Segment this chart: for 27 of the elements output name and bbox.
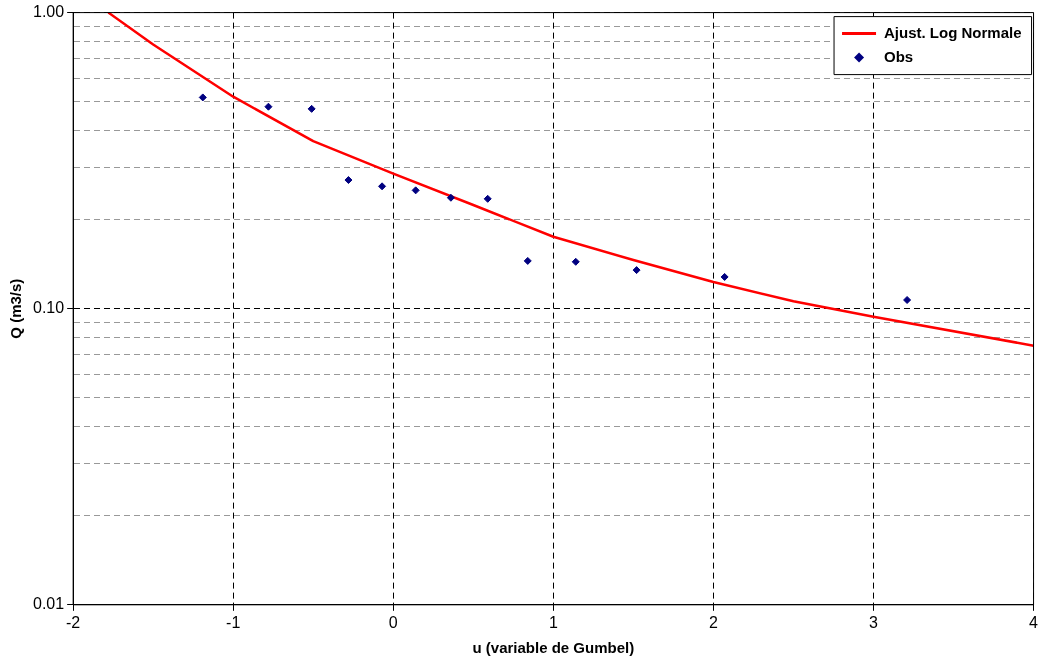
legend-label: Ajust. Log Normale	[884, 23, 1022, 41]
point	[344, 176, 353, 185]
legend-label: Obs	[884, 47, 914, 65]
y-axis-title: Q (m3/s)	[7, 278, 25, 339]
x-tick-label: 1	[548, 613, 558, 631]
point	[307, 104, 316, 113]
point	[483, 194, 492, 203]
point	[198, 93, 207, 102]
x-axis-title: u (variable de Gumbel)	[472, 639, 635, 657]
x-tick-label: 0	[388, 613, 398, 631]
point	[903, 296, 912, 304]
x-tick-label: -2	[66, 613, 81, 631]
point	[264, 102, 273, 111]
point	[411, 186, 420, 195]
x-tick-label: 4	[1029, 613, 1039, 631]
point	[446, 193, 455, 202]
x-tick-label: 2	[708, 613, 718, 631]
point	[720, 272, 729, 281]
y-tick-label: 1.00	[33, 3, 65, 21]
point	[378, 182, 387, 191]
x-tick-label: -1	[226, 613, 241, 631]
y-tick-label: 0.01	[33, 595, 65, 613]
point	[571, 257, 580, 266]
point	[632, 266, 641, 275]
y-tick-label: 0.10	[33, 299, 65, 317]
point	[523, 256, 532, 265]
x-tick-label: 3	[869, 613, 879, 631]
